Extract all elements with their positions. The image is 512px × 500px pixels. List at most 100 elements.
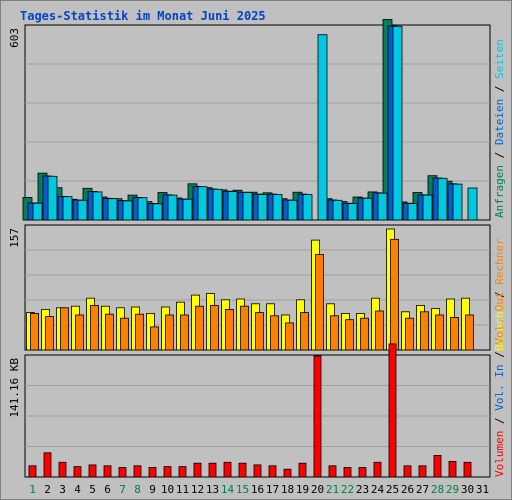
x-tick-label: 18 — [281, 483, 294, 496]
bar-seiten-day-6 — [107, 198, 118, 221]
bar-seiten-day-18 — [287, 199, 298, 221]
volume-legend: Volumen / Vol. In / Vol. Out — [493, 292, 506, 477]
bar-volumen-day-28 — [433, 454, 442, 478]
bar-rechner-day-25 — [390, 238, 399, 351]
legend-separator: / — [493, 345, 506, 365]
bar-volumen-day-23 — [358, 467, 367, 478]
bar-volumen-day-5 — [88, 464, 97, 478]
legend-separator: / — [493, 79, 506, 99]
bar-rechner-day-26 — [405, 317, 414, 351]
x-tick-label: 5 — [89, 483, 96, 496]
legend-entry: Besuche — [493, 305, 506, 351]
bar-seiten-day-3 — [62, 196, 73, 221]
bar-rechner-day-22 — [345, 319, 354, 351]
bar-rechner-day-11 — [180, 314, 189, 351]
x-tick-label: 27 — [416, 483, 429, 496]
bar-volumen-day-16 — [253, 464, 262, 478]
bar-seiten-day-22 — [347, 203, 358, 221]
bar-seiten-day-23 — [362, 197, 373, 221]
legend-separator: / — [493, 285, 506, 305]
x-tick-label: 2 — [44, 483, 51, 496]
bar-rechner-day-29 — [450, 316, 459, 351]
bar-seiten-day-20 — [317, 34, 328, 221]
bar-seiten-day-5 — [92, 191, 103, 221]
bar-volumen-day-11 — [178, 466, 187, 478]
legend-entry: Vol. In — [493, 364, 506, 410]
volume-panel: 141.16 KB — [8, 343, 491, 478]
x-tick-label: 17 — [266, 483, 279, 496]
bar-volumen-day-17 — [268, 465, 277, 478]
bar-rechner-day-16 — [255, 312, 264, 351]
bar-volumen-day-8 — [133, 465, 142, 478]
x-tick-label: 21 — [326, 483, 339, 496]
bar-seiten-day-4 — [77, 199, 88, 221]
requests-files-pages-legend-text: Anfragen / Dateien / Seiten — [493, 39, 506, 218]
bar-seiten-day-17 — [272, 194, 283, 221]
bar-rechner-day-1 — [30, 312, 39, 351]
bar-volumen-day-24 — [373, 461, 382, 478]
legend-entry: Seiten — [493, 39, 506, 79]
x-tick-label: 11 — [176, 483, 189, 496]
bar-volumen-day-19 — [298, 462, 307, 478]
bar-rechner-day-7 — [120, 317, 129, 351]
bar-volumen-day-7 — [118, 467, 127, 478]
x-tick-label: 1 — [29, 483, 36, 496]
bar-rechner-day-6 — [105, 313, 114, 351]
bar-seiten-day-1 — [32, 202, 43, 221]
bar-volumen-day-30 — [463, 461, 472, 478]
x-tick-label: 24 — [371, 483, 385, 496]
x-axis-labels: 1 2 3 4 5 6 7 8 9 10 11 12 13 14 15 16 17 18 19 20 21 22 23 24 2… — [29, 483, 489, 496]
bar-rechner-day-13 — [210, 304, 219, 351]
visits-hosts-legend-text: Besuche / Rechner — [493, 238, 506, 351]
x-tick-label: 26 — [401, 483, 414, 496]
x-tick-label: 28 — [431, 483, 444, 496]
bar-seiten-day-29 — [452, 183, 463, 221]
x-tick-label: 20 — [311, 483, 324, 496]
bar-rechner-day-30 — [465, 314, 474, 351]
x-tick-label: 4 — [74, 483, 81, 496]
bar-volumen-day-12 — [193, 462, 202, 478]
bar-rechner-day-23 — [360, 317, 369, 351]
bar-rechner-day-21 — [330, 315, 339, 351]
bar-seiten-day-7 — [122, 200, 133, 221]
requests-files-pages-legend: Anfragen / Dateien / Seiten — [493, 39, 506, 218]
x-tick-label: 16 — [251, 483, 264, 496]
bar-rechner-day-27 — [420, 311, 429, 351]
bar-seiten-day-30 — [467, 187, 478, 221]
volume-max-label: 141.16 KB — [8, 358, 21, 418]
x-tick-label: 14 — [221, 483, 235, 496]
legend-entry: Rechner — [493, 238, 506, 285]
bar-rechner-day-9 — [150, 326, 159, 351]
bar-rechner-day-28 — [435, 314, 444, 351]
x-tick-label: 3 — [59, 483, 66, 496]
bar-seiten-day-10 — [167, 194, 178, 221]
x-tick-label: 10 — [161, 483, 174, 496]
bar-rechner-day-5 — [90, 304, 99, 351]
requests-files-pages-panel: 603 — [8, 19, 491, 221]
x-tick-label: 30 — [461, 483, 474, 496]
legend-separator: / — [493, 411, 506, 431]
bar-seiten-day-26 — [407, 203, 418, 221]
bar-seiten-day-28 — [437, 177, 448, 221]
bar-seiten-day-8 — [137, 197, 148, 221]
legend-entry: Vol. Out — [493, 292, 506, 345]
bar-seiten-day-13 — [212, 188, 223, 221]
bar-rechner-day-2 — [45, 316, 54, 351]
visits-hosts-max-label: 157 — [8, 228, 21, 248]
bar-rechner-day-12 — [195, 305, 204, 351]
bar-volumen-day-29 — [448, 460, 457, 478]
bar-volumen-day-27 — [418, 465, 427, 478]
bar-volumen-day-14 — [223, 461, 232, 478]
bar-volumen-day-4 — [73, 466, 82, 478]
bar-rechner-day-24 — [375, 310, 384, 351]
bar-seiten-day-11 — [182, 198, 193, 221]
bar-rechner-day-3 — [60, 307, 69, 351]
bar-rechner-day-19 — [300, 312, 309, 351]
bar-seiten-day-21 — [332, 199, 343, 221]
bar-volumen-day-1 — [28, 465, 37, 478]
bar-seiten-day-12 — [197, 186, 208, 221]
x-tick-label: 9 — [149, 483, 156, 496]
bar-rechner-day-15 — [240, 305, 249, 351]
bar-seiten-day-24 — [377, 192, 388, 221]
